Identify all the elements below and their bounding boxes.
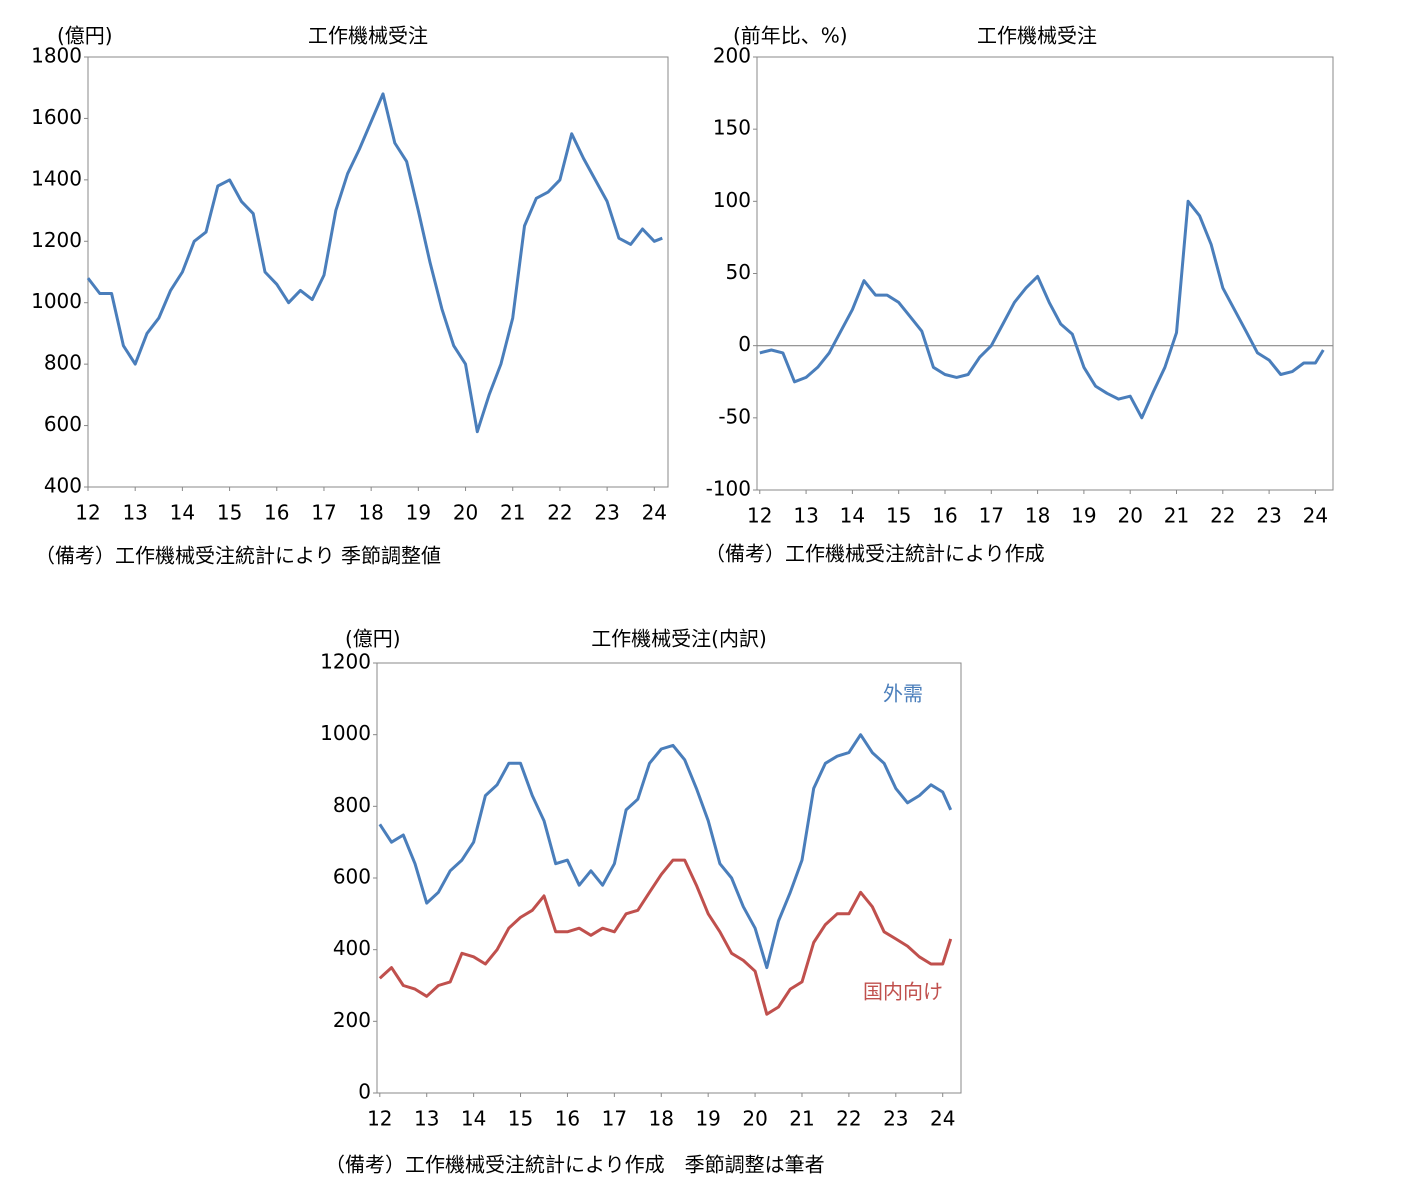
x-tick-label: 13 (122, 501, 147, 525)
plot-frame (87, 56, 669, 488)
y-tick-label: 800 (44, 351, 82, 375)
x-tick-label: 14 (461, 1107, 486, 1131)
x-tick-label: 15 (508, 1107, 533, 1131)
y-tick-label: 0 (358, 1080, 371, 1104)
x-tick-label: 21 (1164, 504, 1189, 528)
x-tick-label: 16 (932, 504, 957, 528)
x-tick-label: 24 (642, 501, 667, 525)
x-tick-label: 15 (217, 501, 242, 525)
x-tick-label: 16 (555, 1107, 580, 1131)
note: （備考）工作機械受注統計により 季節調整値 (35, 544, 441, 568)
x-tick-label: 19 (406, 501, 431, 525)
y-tick-label: 400 (44, 474, 82, 498)
x-tick-label: 20 (453, 501, 478, 525)
x-tick-label: 14 (170, 501, 195, 525)
note: （備考）工作機械受注統計により作成 季節調整は筆者 (325, 1153, 825, 1177)
x-tick-label: 19 (1071, 504, 1096, 528)
plot-frame (756, 56, 1334, 491)
x-tick-label: 20 (1117, 504, 1142, 528)
x-tick-label: 18 (649, 1107, 674, 1131)
y-tick-label: 200 (333, 1008, 371, 1032)
series-label: 外需 (883, 682, 923, 706)
y-axis-label: (億円) (57, 24, 113, 48)
x-tick-label: 24 (1303, 504, 1328, 528)
plot-frame (376, 662, 962, 1094)
y-tick-label: -100 (706, 477, 751, 501)
y-tick-label: 200 (713, 44, 751, 68)
x-tick-label: 17 (602, 1107, 627, 1131)
chart-title: 工作機械受注 (308, 24, 428, 48)
chart-title: 工作機械受注(内訳) (591, 627, 767, 651)
x-tick-label: 22 (836, 1107, 861, 1131)
series-label: 国内向け (863, 980, 943, 1004)
x-tick-label: 17 (311, 501, 336, 525)
x-tick-label: 21 (789, 1107, 814, 1131)
x-tick-label: 17 (979, 504, 1004, 528)
y-tick-label: 150 (713, 116, 751, 140)
x-tick-label: 23 (883, 1107, 908, 1131)
y-axis-label: (前年比、%) (733, 24, 848, 48)
y-tick-label: 1600 (31, 105, 82, 129)
y-tick-label: 50 (726, 260, 751, 284)
x-tick-label: 24 (930, 1107, 955, 1131)
x-tick-label: 14 (840, 504, 865, 528)
y-tick-label: 800 (333, 793, 371, 817)
x-tick-label: 16 (264, 501, 289, 525)
series-line (86, 92, 663, 434)
x-tick-label: 22 (1210, 504, 1235, 528)
y-tick-label: 400 (333, 936, 371, 960)
x-tick-label: 23 (1256, 504, 1281, 528)
y-axis-label: (億円) (345, 627, 401, 651)
x-tick-label: 23 (594, 501, 619, 525)
y-tick-label: 1000 (320, 721, 371, 745)
x-tick-label: 12 (367, 1107, 392, 1131)
x-tick-label: 18 (358, 501, 383, 525)
y-tick-label: 1800 (31, 44, 82, 68)
x-tick-label: 21 (500, 501, 525, 525)
x-tick-label: 18 (1025, 504, 1050, 528)
x-tick-label: 22 (547, 501, 572, 525)
chart-title: 工作機械受注 (977, 24, 1097, 48)
x-tick-label: 19 (695, 1107, 720, 1131)
y-tick-label: 1400 (31, 166, 82, 190)
x-tick-label: 20 (742, 1107, 767, 1131)
x-tick-label: 15 (886, 504, 911, 528)
series-line (378, 733, 953, 970)
y-tick-label: 1200 (320, 650, 371, 674)
y-tick-label: 600 (44, 412, 82, 436)
x-tick-label: 12 (75, 501, 100, 525)
y-tick-label: 600 (333, 865, 371, 889)
y-tick-label: 100 (713, 188, 751, 212)
y-tick-label: 1200 (31, 228, 82, 252)
y-tick-label: -50 (718, 404, 751, 428)
x-tick-label: 13 (793, 504, 818, 528)
y-tick-label: 1000 (31, 289, 82, 313)
note: （備考）工作機械受注統計により作成 (705, 542, 1045, 566)
series-line (759, 199, 1325, 420)
series-line (378, 858, 953, 1016)
x-tick-label: 12 (747, 504, 772, 528)
x-tick-label: 13 (414, 1107, 439, 1131)
y-tick-label: 0 (738, 332, 751, 356)
